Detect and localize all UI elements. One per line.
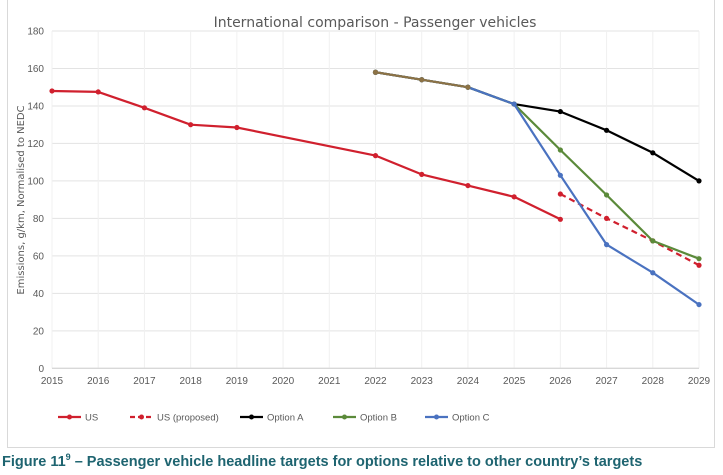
data-point xyxy=(234,124,240,131)
legend-label: Option A xyxy=(267,413,304,424)
legend-label: US xyxy=(85,413,98,424)
data-point xyxy=(465,84,471,90)
data-point xyxy=(49,88,55,94)
y-axis-label: Emissions, g/km, Normalised to NEDC xyxy=(16,105,27,294)
x-tick-label: 2020 xyxy=(272,376,295,387)
y-tick-label: 40 xyxy=(33,289,45,300)
x-tick-label: 2029 xyxy=(688,376,711,387)
x-tick-label: 2027 xyxy=(595,376,618,387)
y-tick-label: 160 xyxy=(27,64,44,75)
data-point xyxy=(188,122,194,128)
data-point xyxy=(141,105,148,111)
y-tick-label: 100 xyxy=(27,176,44,187)
data-point xyxy=(465,182,471,189)
data-point xyxy=(95,89,101,95)
legend-marker xyxy=(139,414,144,420)
data-point xyxy=(557,108,563,115)
y-tick-label: 60 xyxy=(33,251,45,262)
y-tick-label: 0 xyxy=(38,364,44,375)
x-tick-label: 2024 xyxy=(457,376,480,387)
data-point xyxy=(696,256,702,262)
y-tick-label: 120 xyxy=(27,139,44,150)
y-tick-label: 20 xyxy=(33,326,45,337)
y-tick-label: 140 xyxy=(27,101,44,112)
data-point xyxy=(696,262,702,268)
chart-frame xyxy=(7,0,715,448)
data-point xyxy=(603,242,610,248)
data-point xyxy=(557,172,563,178)
x-tick-label: 2028 xyxy=(642,376,665,387)
legend-marker xyxy=(249,414,254,420)
data-point xyxy=(557,147,563,153)
y-tick-label: 80 xyxy=(33,214,45,225)
caption-superscript: 9 xyxy=(65,452,71,462)
legend-label: Option C xyxy=(452,413,490,424)
legend-marker xyxy=(67,414,72,420)
data-point xyxy=(511,101,517,107)
x-tick-label: 2017 xyxy=(133,376,156,387)
x-tick-label: 2018 xyxy=(180,376,203,387)
x-tick-label: 2019 xyxy=(226,376,249,387)
x-tick-label: 2015 xyxy=(41,376,64,387)
data-point xyxy=(511,194,517,200)
data-point xyxy=(419,77,425,83)
caption-text: – Passenger vehicle headline targets for… xyxy=(70,453,643,470)
x-tick-label: 2026 xyxy=(549,376,572,387)
data-point xyxy=(419,171,425,177)
chart-title: International comparison - Passenger veh… xyxy=(214,15,537,31)
data-point xyxy=(372,153,379,159)
line-chart: International comparison - Passenger veh… xyxy=(16,15,711,424)
legend-marker xyxy=(342,414,347,420)
data-point xyxy=(650,150,656,156)
x-tick-label: 2025 xyxy=(503,376,526,387)
x-tick-label: 2023 xyxy=(411,376,434,387)
data-point xyxy=(696,178,702,184)
series-line-us xyxy=(51,89,561,221)
data-point xyxy=(696,301,702,308)
data-point xyxy=(603,127,610,133)
series-line-option-b xyxy=(375,71,700,260)
data-point xyxy=(603,215,610,221)
figure-caption: Figure 119 – Passenger vehicle headline … xyxy=(2,452,642,470)
caption-prefix: Figure 11 xyxy=(2,453,66,470)
data-point xyxy=(557,216,563,222)
legend-marker xyxy=(434,414,439,420)
data-point xyxy=(603,192,610,198)
x-tick-label: 2022 xyxy=(364,376,387,387)
legend-label: Option B xyxy=(360,413,397,424)
x-tick-label: 2016 xyxy=(87,376,110,387)
data-point xyxy=(650,238,656,244)
x-tick-label: 2021 xyxy=(318,376,341,387)
data-point xyxy=(372,69,379,75)
y-tick-label: 180 xyxy=(27,27,44,38)
data-point xyxy=(557,191,563,197)
data-point xyxy=(650,270,656,276)
legend-label: US (proposed) xyxy=(157,413,219,424)
